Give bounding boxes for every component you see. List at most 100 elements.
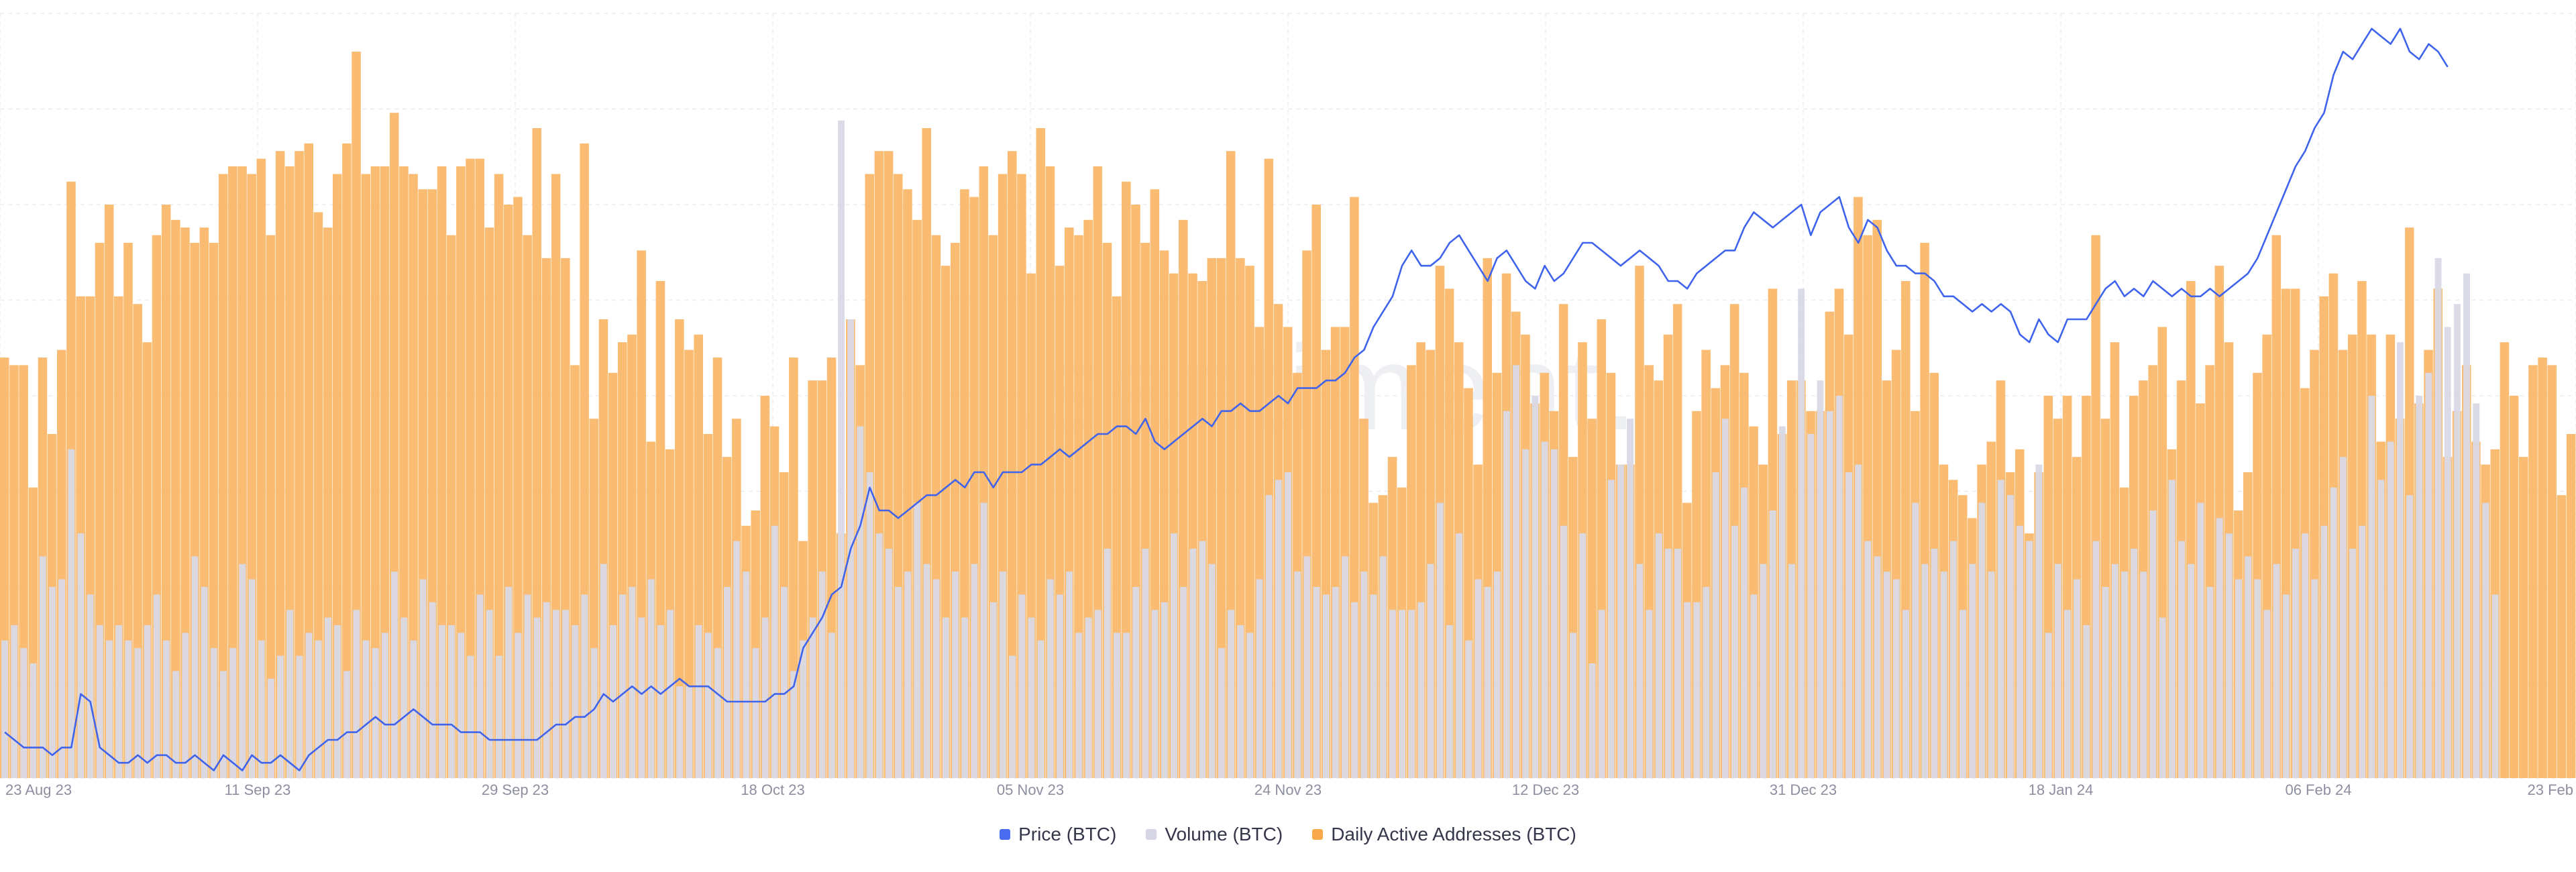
volume-bar (2235, 579, 2242, 778)
volume-bar (1493, 571, 1501, 778)
volume-bar (39, 556, 46, 778)
daa-bar (2547, 365, 2557, 778)
volume-bar (1313, 587, 1320, 778)
volume-bar (2026, 541, 2033, 778)
volume-bar (1332, 587, 1339, 778)
volume-bar (1969, 563, 1976, 778)
x-tick-label: 29 Sep 23 (482, 781, 549, 798)
volume-bar (1237, 625, 1244, 778)
volume-bar (1123, 633, 1130, 778)
volume-bar (971, 563, 978, 778)
daa-bar (1036, 128, 1046, 778)
volume-bar (48, 587, 56, 778)
volume-bar (2282, 594, 2290, 778)
volume-bar (2416, 396, 2423, 778)
volume-bar (1522, 449, 1529, 778)
volume-bar (1161, 602, 1168, 778)
legend-label-daa: Daily Active Addresses (BTC) (1331, 824, 1576, 844)
volume-bar (1171, 533, 1177, 778)
volume-bar (429, 602, 436, 778)
volume-bar (1741, 487, 1748, 778)
daa-bar (361, 174, 371, 778)
volume-bar (1370, 594, 1377, 778)
volume-bar (476, 594, 484, 778)
volume-bar (2140, 571, 2147, 778)
volume-bar (942, 617, 949, 778)
volume-bar (866, 472, 873, 778)
daa-bar (161, 205, 171, 778)
daa-bar (294, 151, 304, 778)
volume-bar (191, 556, 199, 778)
volume-bar (790, 671, 798, 778)
daa-bar (2528, 365, 2538, 778)
volume-bar (1142, 549, 1149, 778)
volume-bar (2254, 579, 2261, 778)
volume-bar (1427, 563, 1434, 778)
volume-bar (2473, 403, 2480, 778)
volume-bar (857, 426, 864, 778)
volume-bar (676, 686, 684, 778)
volume-bar (743, 571, 750, 778)
legend-item-price[interactable]: Price (BTC) (1000, 824, 1116, 845)
volume-bar (524, 594, 531, 778)
volume-bar (1978, 502, 1986, 778)
x-axis-ticks: 23 Aug 23 11 Sep 23 29 Sep 23 18 Oct 23 05 N… (5, 781, 2573, 798)
legend-item-volume[interactable]: Volume (BTC) (1146, 824, 1283, 845)
volume-bar (1322, 594, 1330, 778)
volume-bar (2444, 327, 2451, 778)
volume-bar (952, 571, 959, 778)
volume-bar (1892, 579, 1900, 778)
volume-bar (1446, 625, 1453, 778)
volume-bar (1303, 556, 1311, 778)
volume-bar (2425, 372, 2432, 778)
volume-bar (761, 617, 769, 778)
daa-bar (2566, 434, 2576, 778)
daa-bar (1007, 151, 1017, 778)
daa-bar (532, 128, 542, 778)
volume-bar (1579, 533, 1587, 778)
volume-bar (505, 587, 513, 778)
legend-item-daa[interactable]: Daily Active Addresses (BTC) (1312, 824, 1576, 845)
volume-bar (704, 633, 712, 778)
volume-bar (1712, 472, 1719, 778)
volume-bar (932, 579, 940, 778)
volume-bar (1912, 502, 1919, 778)
volume-bar (172, 671, 180, 778)
x-tick-label: 23 Feb (2528, 781, 2574, 798)
volume-bar (1085, 617, 1092, 778)
volume-bar (1417, 602, 1425, 778)
volume-bar (1189, 549, 1197, 778)
volume-bar (1570, 633, 1577, 778)
price-series (4, 28, 2449, 771)
volume-bar (1874, 556, 1881, 778)
volume-bar (914, 502, 921, 778)
daa-bar (675, 319, 684, 778)
volume-bar (1826, 411, 1833, 778)
volume-bar (1037, 640, 1044, 778)
volume-bar (2311, 579, 2318, 778)
daa-bar (370, 166, 380, 778)
daa-bar (218, 174, 228, 778)
volume-bar (2434, 258, 2442, 778)
volume-bar (2121, 571, 2128, 778)
volume-bar (1636, 563, 1644, 778)
volume-bar (248, 579, 256, 778)
volume-bar (1294, 571, 1301, 778)
volume-bar (2054, 563, 2061, 778)
volume-bar (1778, 426, 1786, 778)
volume-bar (1360, 571, 1368, 778)
volume-bar (2197, 502, 2204, 778)
volume-bar (657, 625, 664, 778)
volume-bar (105, 640, 113, 778)
volume-bar (1456, 533, 1463, 778)
volume-bar (923, 563, 930, 778)
volume-bar (695, 625, 702, 778)
volume-bar (2006, 495, 2014, 778)
volume-bar (1275, 480, 1282, 778)
x-tick-label: 24 Nov 23 (1254, 781, 1322, 798)
volume-bar (58, 579, 66, 778)
volume-bar (1721, 419, 1729, 778)
volume-bar (77, 533, 85, 778)
volume-bar (448, 625, 455, 778)
volume-bar (2453, 304, 2461, 778)
